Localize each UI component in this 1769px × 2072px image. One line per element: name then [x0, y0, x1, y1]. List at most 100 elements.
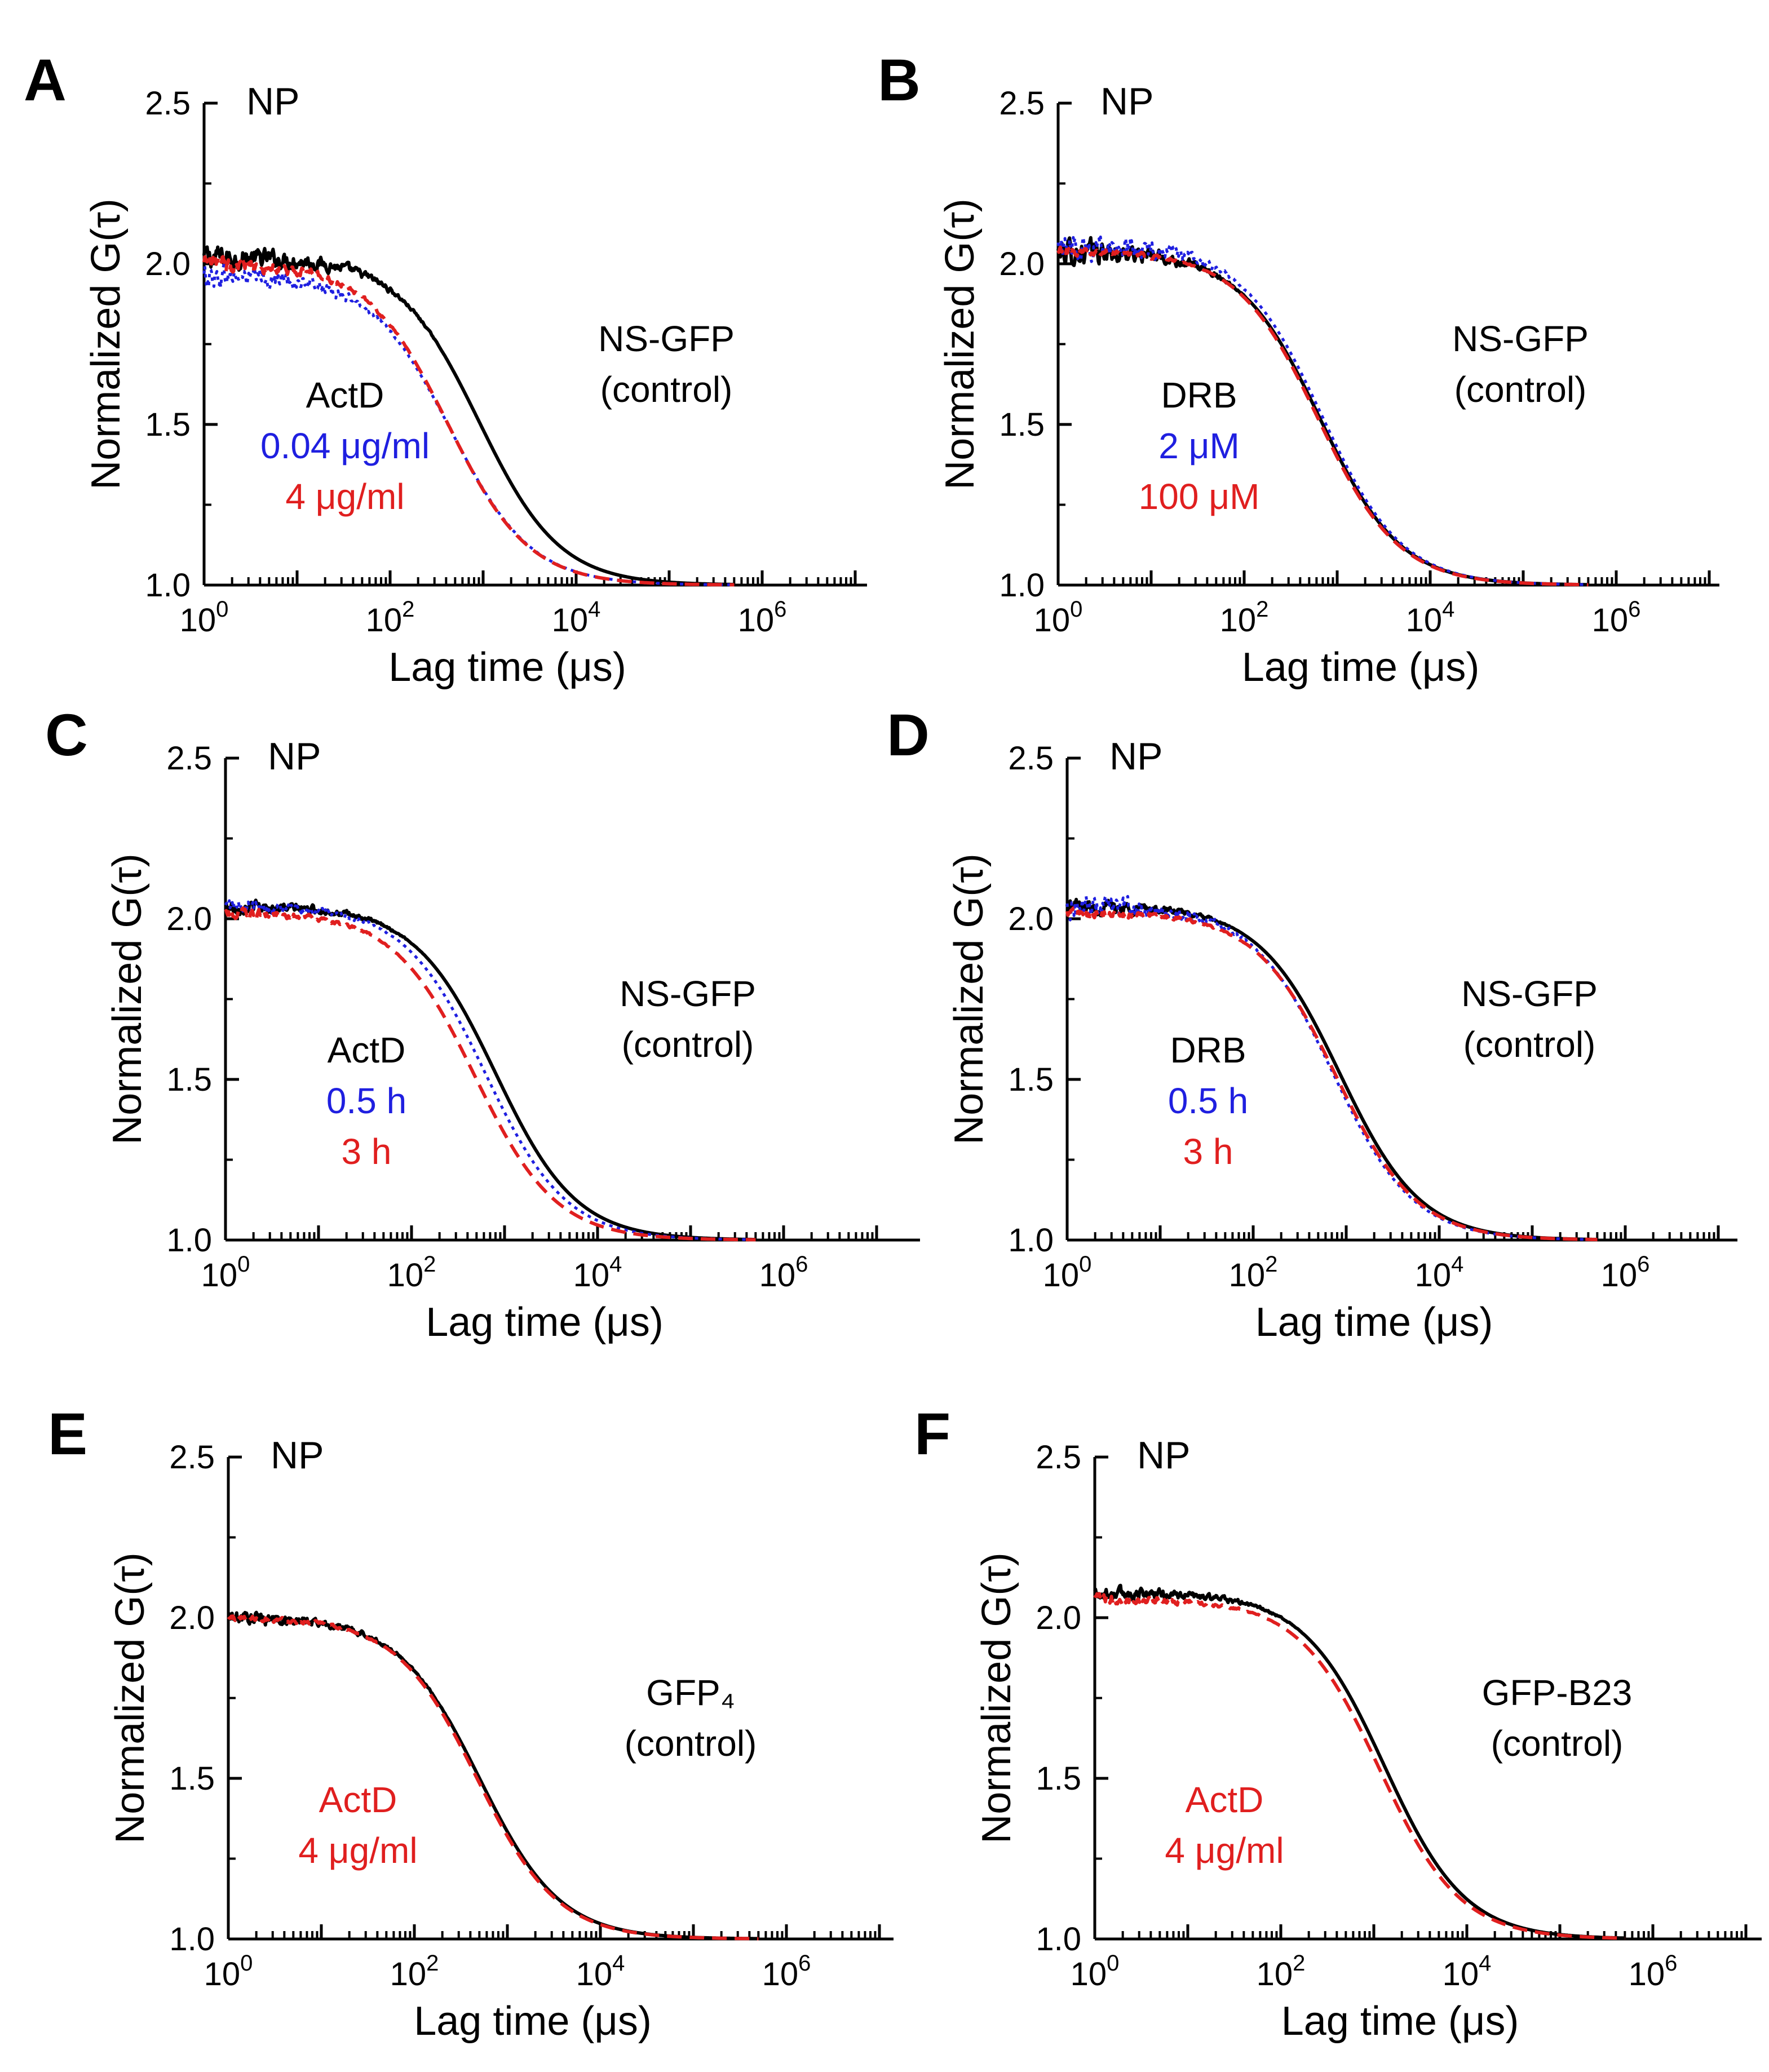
x-tick-label: 106 — [1629, 1951, 1678, 1993]
y-tick-label: 1.5 — [169, 1760, 215, 1797]
series-4-g-ml — [227, 1614, 760, 1941]
series-0-04-g-ml — [202, 263, 735, 586]
y-tick-label: 1.5 — [166, 1061, 212, 1098]
x-tick-label: 102 — [1257, 1951, 1306, 1993]
x-tick-label: 100 — [180, 597, 229, 639]
series-2-m — [1056, 235, 1589, 586]
x-tick-label: 104 — [576, 1951, 625, 1993]
y-tick-label: 2.0 — [169, 1600, 215, 1636]
region-label: NP — [271, 1434, 324, 1477]
series-4-g-ml — [202, 252, 736, 587]
series-3-h — [224, 906, 757, 1242]
x-tick-label: 104 — [1443, 1951, 1492, 1993]
x-tick-label: 102 — [1220, 597, 1269, 639]
y-axis-label: Normalized G(τ) — [947, 853, 992, 1145]
y-tick-label: 2.5 — [1008, 740, 1054, 777]
x-tick-label: 104 — [552, 597, 601, 639]
x-axis-label: Lag time (μs) — [1242, 645, 1480, 690]
y-tick-label: 1.5 — [1008, 1061, 1054, 1098]
control-label: NS-GFP — [1452, 318, 1589, 359]
treatment-label: ActD — [328, 1030, 406, 1070]
y-tick-label: 2.5 — [1036, 1439, 1081, 1476]
x-tick-label: 100 — [1071, 1951, 1120, 1993]
x-tick-label: 106 — [1592, 597, 1641, 639]
series-4-g-ml — [1093, 1592, 1626, 1940]
x-tick-label: 104 — [573, 1252, 622, 1294]
panel-c: C 1.0 1.5 2.0 2.5 100 102 104 106 Lag time (μs) No… — [45, 702, 920, 1345]
y-tick-label: 2.5 — [999, 85, 1045, 122]
series-control — [202, 245, 736, 586]
control-label: GFP₄ — [646, 1672, 735, 1713]
region-label: NP — [1100, 80, 1153, 123]
y-tick-label: 2.0 — [999, 246, 1045, 282]
region-label: NP — [268, 735, 321, 778]
x-tick-label: 106 — [759, 1252, 808, 1294]
legend-entry: ActD — [319, 1779, 397, 1820]
panel-label: B — [878, 47, 921, 113]
legend-entry: 3 h — [1183, 1131, 1233, 1172]
y-tick-label: 1.5 — [1036, 1760, 1081, 1797]
panel-d: D 1.0 1.5 2.0 2.5 100 102 104 106 Lag time (μs) No… — [887, 702, 1737, 1345]
y-tick-label: 1.5 — [999, 406, 1045, 443]
x-tick-label: 102 — [366, 597, 415, 639]
y-tick-label: 2.5 — [166, 740, 212, 777]
control-label-sub: (control) — [1454, 369, 1587, 410]
legend-entry: 3 h — [342, 1131, 392, 1172]
x-axis-label: Lag time (μs) — [1255, 1300, 1493, 1345]
control-label: NS-GFP — [1461, 973, 1598, 1014]
y-tick-label: 2.5 — [145, 85, 191, 122]
y-tick-label: 1.0 — [999, 567, 1045, 604]
y-axis-label: Normalized G(τ) — [83, 198, 129, 490]
x-tick-label: 102 — [390, 1951, 439, 1993]
control-label: NS-GFP — [598, 318, 735, 359]
y-axis-label: Normalized G(τ) — [105, 853, 150, 1145]
legend-entry: 100 μM — [1139, 476, 1260, 517]
x-tick-label: 106 — [1601, 1252, 1650, 1294]
series-3-h — [1065, 906, 1599, 1242]
y-tick-label: 2.0 — [145, 246, 191, 282]
y-tick-label: 1.0 — [166, 1222, 212, 1259]
y-tick-label: 2.5 — [169, 1439, 215, 1476]
series-100-m — [1056, 245, 1590, 587]
x-axis-label: Lag time (μs) — [414, 1999, 652, 2044]
legend-entry: 0.5 h — [326, 1081, 406, 1121]
y-axis-label: Normalized G(τ) — [937, 198, 983, 490]
y-tick-label: 1.0 — [169, 1921, 215, 1958]
y-tick-label: 1.0 — [1036, 1921, 1081, 1958]
legend-entry: ActD — [1186, 1779, 1264, 1820]
panel-label: F — [914, 1401, 950, 1467]
x-tick-label: 100 — [201, 1252, 250, 1294]
x-axis-label: Lag time (μs) — [388, 645, 626, 690]
treatment-label: DRB — [1161, 375, 1237, 415]
legend-entry: 4 μg/ml — [1165, 1830, 1284, 1871]
series-0-5-h — [224, 899, 757, 1241]
y-tick-label: 1.0 — [1008, 1222, 1054, 1259]
x-tick-label: 106 — [738, 597, 787, 639]
control-label: GFP-B23 — [1482, 1672, 1633, 1713]
control-label-sub: (control) — [600, 369, 733, 410]
control-label-sub: (control) — [625, 1723, 757, 1764]
y-tick-label: 1.0 — [145, 567, 191, 604]
panel-e: E 1.0 1.5 2.0 2.5 100 102 104 106 Lag time (μs) No… — [48, 1401, 894, 2044]
x-tick-label: 102 — [1229, 1252, 1278, 1294]
series-control — [1056, 236, 1590, 587]
series-control — [224, 898, 757, 1242]
region-label: NP — [1137, 1434, 1190, 1477]
panel-b: B 1.0 1.5 2.0 2.5 100 102 104 106 Lag time (μs) No… — [878, 47, 1719, 690]
panel-label: E — [48, 1401, 87, 1467]
panel-f: F 1.0 1.5 2.0 2.5 100 102 104 106 Lag time (μs) No… — [914, 1401, 1762, 2044]
legend-entry: 0.5 h — [1168, 1081, 1248, 1121]
x-tick-label: 104 — [1415, 1252, 1464, 1294]
x-axis-label: Lag time (μs) — [426, 1300, 664, 1345]
panel-label: A — [24, 47, 67, 113]
legend-entry: 4 μg/ml — [298, 1830, 417, 1871]
y-axis-label: Normalized G(τ) — [974, 1552, 1019, 1844]
panel-a: A 1.0 1.5 2.0 2.5 100 102 104 106 Lag time (μs) No… — [24, 47, 867, 690]
x-tick-label: 100 — [1034, 597, 1083, 639]
control-label-sub: (control) — [1463, 1024, 1596, 1065]
region-label: NP — [246, 80, 299, 123]
legend-entry: 0.04 μg/ml — [260, 426, 430, 466]
treatment-label: DRB — [1170, 1030, 1246, 1070]
series-control — [227, 1610, 760, 1941]
